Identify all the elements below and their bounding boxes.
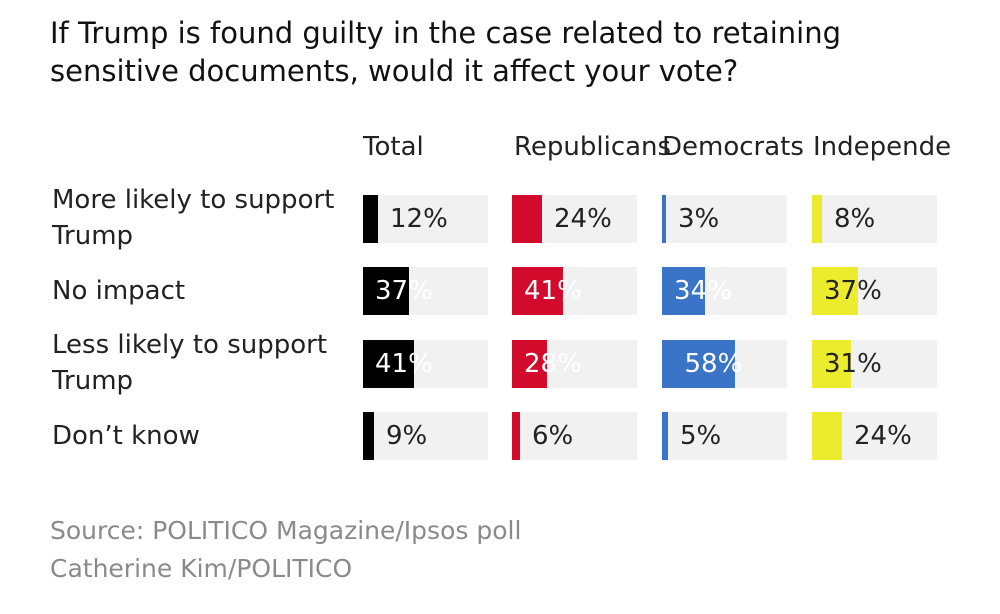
bar-total bbox=[363, 412, 374, 460]
bar-cell: 37% bbox=[812, 267, 937, 315]
value-label: 37% bbox=[824, 276, 882, 306]
bar-total bbox=[363, 340, 414, 388]
bar-total bbox=[363, 195, 378, 243]
bar-republicans bbox=[512, 267, 563, 315]
bar-republicans bbox=[512, 412, 520, 460]
bar-cell: 9% bbox=[363, 412, 488, 460]
value-label: 28% bbox=[524, 349, 582, 379]
bar-total bbox=[363, 267, 409, 315]
value-label: 34% bbox=[674, 276, 732, 306]
chart-title-line-1: If Trump is found guilty in the case rel… bbox=[50, 16, 842, 50]
column-header-total: Total bbox=[363, 132, 424, 162]
bar-cell: 31% bbox=[812, 340, 937, 388]
row-label-3: Less likely to support Trump bbox=[52, 327, 327, 399]
value-label: 37% bbox=[375, 276, 433, 306]
value-label: 41% bbox=[524, 276, 582, 306]
value-label: 6% bbox=[532, 421, 574, 451]
value-label: 58% bbox=[684, 349, 743, 379]
bar-cell: 6% bbox=[512, 412, 637, 460]
bar-republicans bbox=[512, 195, 542, 243]
bar-cell: 8% bbox=[812, 195, 937, 243]
bar-cell: 41% bbox=[363, 340, 488, 388]
row-label-line: No impact bbox=[52, 276, 186, 306]
value-label: 3% bbox=[678, 204, 720, 234]
bar-independents bbox=[812, 412, 842, 460]
source-note: Source: POLITICO Magazine/Ipsos poll bbox=[50, 516, 522, 545]
value-label: 24% bbox=[854, 421, 912, 451]
chart-title-line-2: sensitive documents, would it affect you… bbox=[50, 54, 739, 88]
bar-cell: 41% bbox=[512, 267, 637, 315]
value-label: 31% bbox=[824, 349, 882, 379]
row-label-line: Don’t know bbox=[52, 421, 200, 451]
bar-democrats bbox=[662, 412, 668, 460]
bar-cell: 5% bbox=[662, 412, 787, 460]
bar-cell: 3% bbox=[662, 195, 787, 243]
bar-independents bbox=[812, 340, 851, 388]
row-label-2: No impact bbox=[52, 273, 185, 309]
bar-independents bbox=[812, 267, 858, 315]
column-header-democrats: Democrats bbox=[662, 132, 804, 162]
bar-democrats bbox=[662, 267, 705, 315]
bar-cell: 28% bbox=[512, 340, 637, 388]
bar-democrats bbox=[662, 340, 735, 388]
bar-cell: 24% bbox=[512, 195, 637, 243]
bar-cell: 12% bbox=[363, 195, 488, 243]
row-label-1: More likely to support Trump bbox=[52, 182, 334, 254]
value-label: 41% bbox=[375, 349, 433, 379]
column-header-independents: Independe bbox=[813, 132, 952, 162]
row-label-line: Trump bbox=[52, 221, 134, 251]
row-label-4: Don’t know bbox=[52, 418, 200, 454]
value-label: 24% bbox=[554, 204, 612, 234]
value-label: 8% bbox=[834, 204, 876, 234]
value-label: 5% bbox=[680, 421, 722, 451]
column-header-republicans: Republicans bbox=[514, 132, 672, 162]
value-label: 9% bbox=[386, 421, 428, 451]
bar-republicans bbox=[512, 340, 547, 388]
chart-title: If Trump is found guilty in the case rel… bbox=[50, 14, 950, 90]
value-label: 12% bbox=[390, 204, 448, 234]
chart-footer: Source: POLITICO Magazine/Ipsos poll Cat… bbox=[50, 512, 521, 588]
bar-democrats bbox=[662, 195, 666, 243]
row-label-line: Less likely to support bbox=[52, 330, 328, 360]
bar-cell: 58% bbox=[662, 340, 787, 388]
row-label-line: Trump bbox=[52, 366, 134, 396]
bar-independents bbox=[812, 195, 822, 243]
bar-cell: 37% bbox=[363, 267, 488, 315]
bar-cell: 34% bbox=[662, 267, 787, 315]
row-label-line: More likely to support bbox=[52, 185, 335, 215]
bar-cell: 24% bbox=[812, 412, 937, 460]
credit-note: Catherine Kim/POLITICO bbox=[50, 554, 353, 583]
